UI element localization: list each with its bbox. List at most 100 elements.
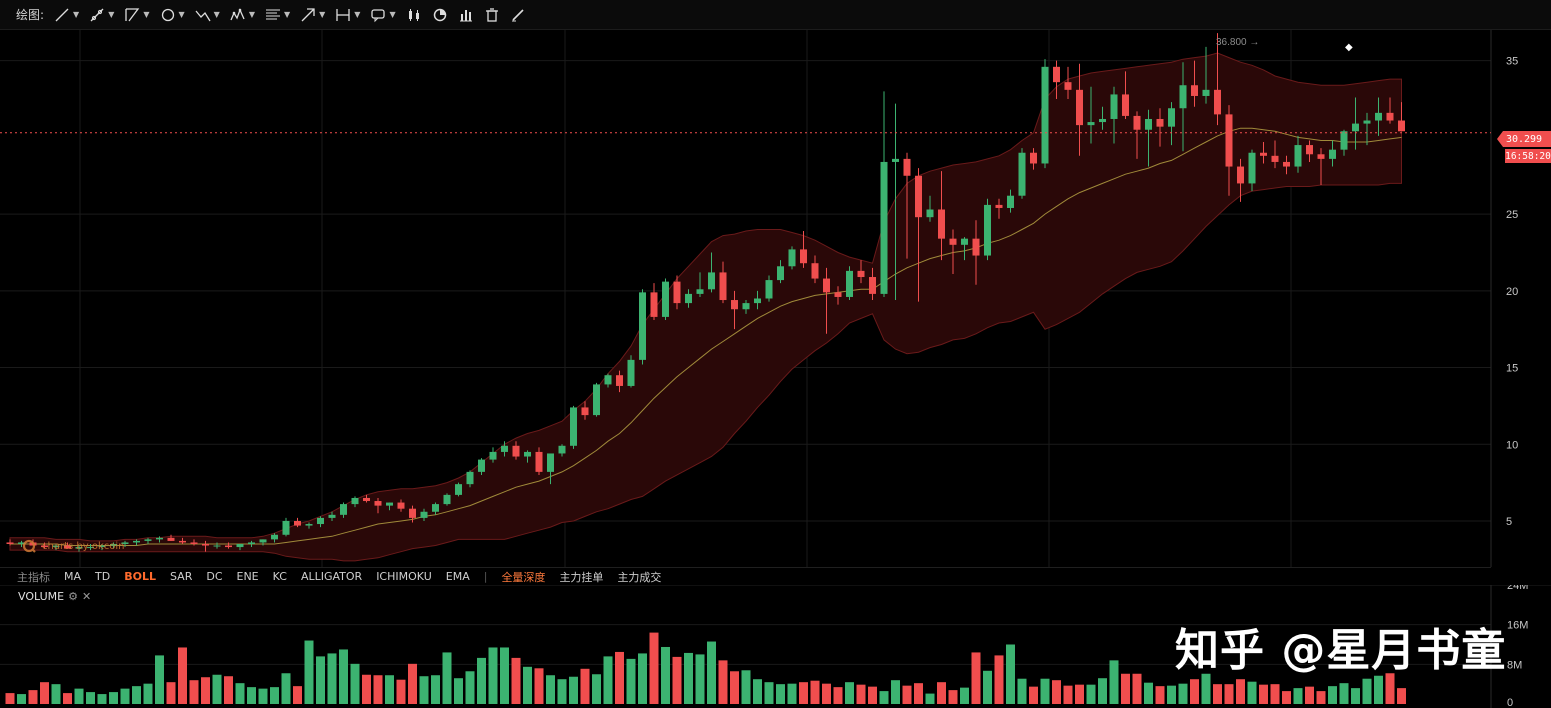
volume-bar — [97, 694, 107, 704]
volume-bar — [1385, 673, 1395, 704]
candle-body — [1064, 82, 1072, 90]
candle — [1041, 59, 1049, 169]
volume-bar — [1109, 660, 1119, 704]
comment-tool-icon[interactable]: ▼ — [370, 7, 396, 23]
pattern-tool-icon[interactable]: ▼ — [230, 7, 255, 23]
candle — [18, 540, 25, 548]
volume-bar — [638, 653, 647, 704]
candle-body — [248, 542, 255, 544]
gear-icon[interactable]: ⚙ — [68, 590, 78, 603]
candle-body — [156, 537, 163, 540]
candle-body — [719, 272, 727, 301]
candle — [156, 536, 163, 543]
line-tool-icon[interactable]: ▼ — [54, 7, 79, 23]
volume-panel-label: VOLUME ⚙ ✕ — [18, 590, 91, 603]
volume-bar — [1374, 675, 1383, 704]
candle — [1306, 140, 1313, 162]
close-icon[interactable]: ✕ — [81, 590, 92, 603]
full-depth-toggle[interactable]: 全量深度 — [501, 570, 546, 584]
circle-tool-icon[interactable]: ▼ — [160, 7, 185, 23]
volume-bar — [465, 671, 475, 704]
volume-bar — [408, 663, 417, 704]
candle-body — [558, 445, 566, 454]
candle-style-icon[interactable] — [406, 7, 422, 23]
draw-mode-icon[interactable] — [510, 7, 526, 23]
candle-body — [455, 484, 462, 495]
indicator-kc[interactable]: KC — [272, 570, 287, 583]
candle — [305, 522, 313, 529]
fibonacci-tool-icon[interactable]: ▼ — [265, 9, 291, 19]
candle — [880, 91, 888, 297]
candle-body — [1398, 120, 1405, 132]
chart-watermark: charts by okcoin — [22, 539, 124, 553]
indicator-boll[interactable]: BOLL — [124, 570, 156, 583]
toolbar-label: 绘图: — [16, 8, 45, 22]
candle-body — [1363, 120, 1371, 124]
volume-bar — [442, 652, 452, 704]
volume-bar — [155, 655, 164, 704]
candle-body — [1294, 145, 1302, 167]
range-tool-icon[interactable]: ▼ — [336, 8, 361, 21]
volume-bar — [350, 663, 360, 704]
candle-body — [52, 545, 60, 548]
last-price-tag: 30.299 — [1497, 131, 1551, 147]
delete-icon[interactable] — [484, 7, 500, 23]
candle-body — [593, 384, 600, 416]
candle-body — [984, 204, 991, 256]
candle — [834, 286, 842, 305]
volume-bar — [1006, 644, 1015, 704]
candle-body — [213, 545, 221, 547]
candle — [1099, 106, 1106, 130]
indicator-td[interactable]: TD — [95, 570, 111, 583]
candle-body — [236, 543, 244, 548]
volume-grid — [0, 585, 1551, 708]
volume-bar — [1362, 678, 1372, 704]
candle-body — [340, 504, 347, 515]
drawing-toolbar: 绘图: ▼ ▼ ▼ ▼ ▼ ▼ ▼ ▼ ▼ ▼ — [0, 0, 1551, 30]
volume-bar — [695, 654, 705, 704]
channel-tool-icon[interactable]: ▼ — [124, 7, 150, 23]
candle-body — [846, 270, 853, 297]
indicator-ichimoku[interactable]: ICHIMOKU — [376, 570, 432, 583]
candle — [1156, 108, 1164, 147]
volume-bar — [1040, 678, 1050, 704]
main-orders-toggle[interactable]: 主力挂单 — [559, 570, 604, 584]
candle-body — [305, 524, 313, 526]
zigzag-tool-icon[interactable]: ▼ — [195, 7, 220, 23]
candle — [87, 543, 94, 551]
candle — [98, 543, 106, 551]
volume-bar — [109, 692, 118, 704]
candle — [248, 540, 255, 548]
price-chart[interactable]: 5 10 15 20 25 35 ◆ — [0, 30, 1551, 567]
candle-body — [259, 539, 267, 543]
arrow-tool-icon[interactable]: ▼ — [300, 7, 325, 23]
candle — [466, 470, 474, 488]
volume-bar — [569, 676, 578, 704]
volume-chart[interactable]: 24M 16M 8M 0 — [0, 585, 1551, 708]
author-signature: 知乎 @星月书童 — [1175, 625, 1507, 676]
ray-tool-icon[interactable]: ▼ — [89, 7, 114, 23]
candle-body — [731, 300, 738, 310]
candle-body — [1214, 89, 1221, 115]
volume-bar — [649, 632, 659, 704]
indicators-icon[interactable] — [458, 7, 474, 23]
indicator-ene[interactable]: ENE — [236, 570, 259, 583]
indicator-ma[interactable]: MA — [64, 570, 82, 583]
candle-body — [271, 534, 278, 540]
volume-bar — [603, 656, 613, 704]
volume-bar — [914, 683, 923, 704]
candle — [1260, 142, 1267, 164]
indicator-sar[interactable]: SAR — [169, 570, 193, 583]
price-tick-label: 15 — [1506, 363, 1518, 375]
candle-body — [64, 545, 71, 549]
volume-bar — [707, 641, 716, 704]
chart-settings-icon[interactable] — [432, 7, 448, 23]
indicator-alligator[interactable]: ALLIGATOR — [300, 570, 363, 583]
main-trades-toggle[interactable]: 主力成交 — [617, 570, 662, 584]
indicator-ema[interactable]: EMA — [445, 570, 470, 583]
indicator-dc[interactable]: DC — [206, 570, 223, 583]
volume-bar — [661, 646, 670, 704]
volume-bar — [822, 683, 831, 704]
candle-body — [949, 238, 957, 245]
candle-body — [1099, 118, 1106, 123]
